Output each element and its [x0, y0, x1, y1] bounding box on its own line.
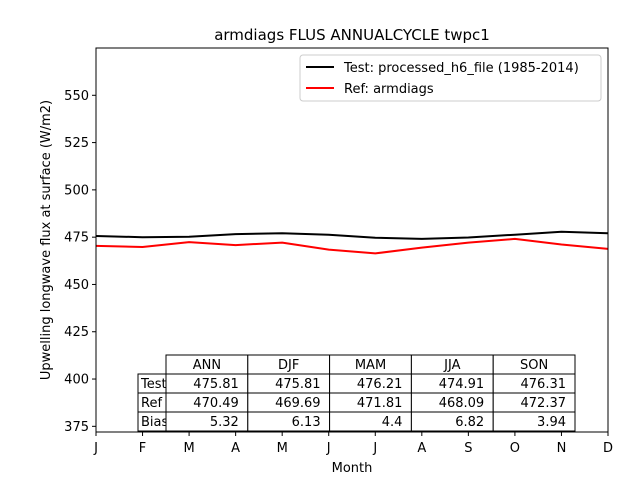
table-cell [492, 411, 576, 432]
x-tick-label: N [557, 441, 567, 456]
table-header-text: MAM [355, 358, 386, 373]
table-cell-text: 4.4 [382, 415, 403, 430]
chart-title: armdiags FLUS ANNUALCYCLE twpc1 [214, 26, 490, 44]
y-tick-label: 425 [64, 325, 89, 340]
legend-label: Ref: armdiags [344, 82, 434, 97]
stats-table: ANN DJF MAM JJA SON Test 475.81 475.81 476.21 474… [137, 354, 576, 432]
table-cell-text: 476.21 [357, 377, 403, 392]
axes-frame [95, 47, 609, 433]
table-header-text: DJF [278, 358, 299, 373]
x-tick-label: D [603, 441, 613, 456]
table-cell-text: 474.91 [439, 377, 485, 392]
table-row-label: Bias [141, 415, 168, 430]
table-header-text: JJA [443, 358, 460, 373]
table-cell-text: 469.69 [275, 396, 321, 411]
legend-label: Test: processed_h6_file (1985-2014) [343, 61, 579, 76]
table-header-text: SON [520, 358, 548, 373]
x-tick-label: M [183, 441, 194, 456]
x-tick-label: J [326, 441, 331, 456]
x-tick-label: A [231, 441, 240, 456]
series-lines [95, 230, 609, 255]
table-cell-text: 471.81 [357, 396, 403, 411]
x-tick-label: J [372, 441, 377, 456]
y-tick-label: 475 [64, 231, 89, 246]
legend: Test: processed_h6_file (1985-2014) Ref: … [299, 54, 602, 102]
table-cell-text: 476.31 [521, 377, 567, 392]
y-tick-label: 525 [64, 136, 89, 151]
table-row-label: Test [140, 377, 167, 392]
table-row-label: Ref [141, 396, 162, 411]
x-tick-label: F [139, 441, 146, 456]
table-cell-text: 6.82 [455, 415, 484, 430]
legend-box [299, 54, 602, 102]
table-cell-text: 475.81 [193, 377, 239, 392]
x-tick-label: A [417, 441, 426, 456]
series-line-1 [95, 237, 609, 255]
y-tick-label: 550 [64, 89, 89, 104]
y-axis-ticks: 375 400 425 450 475 500 525 550 [64, 89, 96, 435]
series-line-0 [95, 230, 609, 240]
table-cell-text: 3.94 [537, 415, 566, 430]
x-axis-label: Month [332, 461, 373, 476]
y-tick-label: 400 [64, 373, 89, 388]
table-cell-text: 475.81 [275, 377, 321, 392]
x-tick-label: O [510, 441, 520, 456]
y-tick-label: 450 [64, 278, 89, 293]
y-tick-label: 500 [64, 183, 89, 198]
x-tick-label: J [93, 441, 98, 456]
table-cell-text: 472.37 [521, 396, 567, 411]
y-tick-label: 375 [64, 420, 89, 435]
x-tick-label: S [464, 441, 472, 456]
x-tick-label: M [277, 441, 288, 456]
y-axis-label: Upwelling longwave flux at surface (W/m2… [39, 100, 54, 380]
table-cell-text: 6.13 [292, 415, 321, 430]
table-cell-text: 5.32 [210, 415, 239, 430]
table-cell-text: 468.09 [439, 396, 485, 411]
table-cell-text: 470.49 [193, 396, 239, 411]
table-header-text: ANN [193, 358, 221, 373]
